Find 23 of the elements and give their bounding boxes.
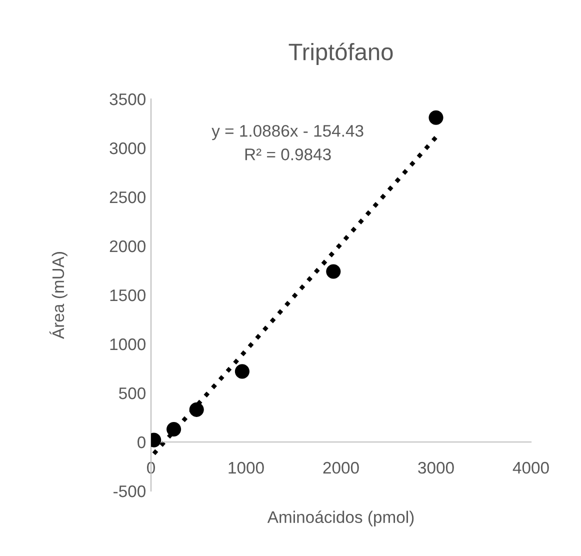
y-tick-label: -500: [114, 485, 146, 498]
x-tick-label: 2000: [323, 462, 359, 474]
x-axis-title: Aminoácidos (pmol): [267, 510, 414, 526]
point: [189, 402, 204, 417]
y-tick-label: 2000: [110, 240, 146, 252]
annotation: y = 1.0886x - 154.43: [212, 124, 364, 140]
x-tick-label: 4000: [512, 462, 549, 474]
y-tick-label: 3500: [110, 93, 146, 106]
y-tick-label: 500: [119, 387, 146, 400]
point: [428, 110, 444, 125]
point: [326, 264, 341, 279]
y-axis-title: Área (mUA): [49, 252, 68, 339]
point: [166, 422, 182, 437]
y-tick-label: 2500: [110, 191, 146, 204]
x-tick-label: 1000: [228, 462, 264, 474]
y-tick-label: 1000: [110, 338, 146, 350]
y-tick-label: 0: [138, 436, 146, 448]
y-tick-label: 3000: [110, 142, 146, 154]
x-tick-label: 3000: [418, 462, 454, 474]
point: [234, 364, 250, 379]
chart-title: Triptófano: [288, 42, 393, 66]
y-tick-label: 1500: [110, 289, 146, 302]
annotation: R² = 0.9843: [245, 148, 331, 160]
